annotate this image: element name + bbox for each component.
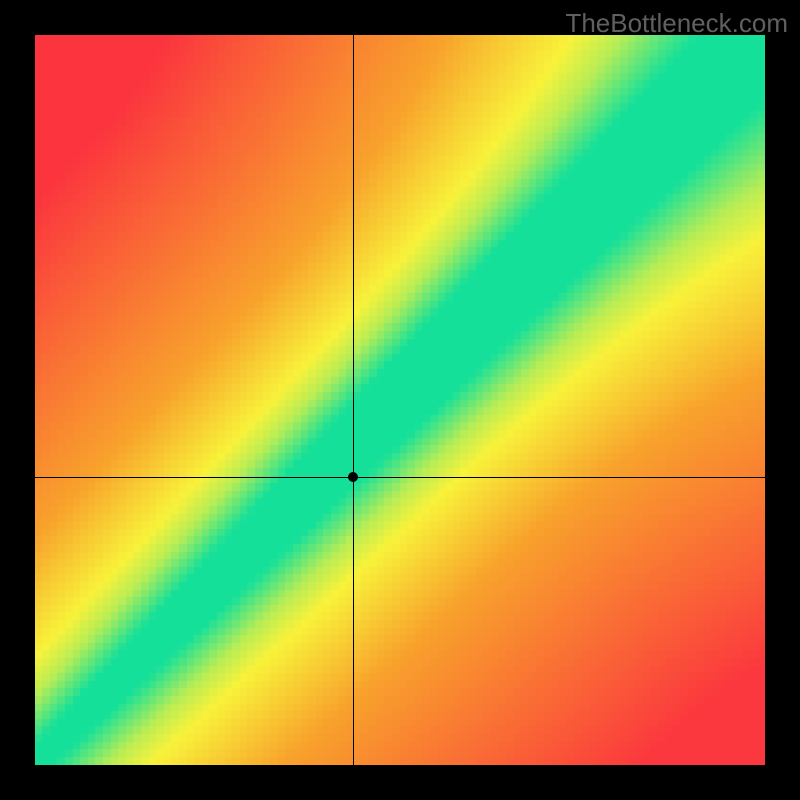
plot-area xyxy=(35,35,765,765)
crosshair-horizontal xyxy=(35,477,765,478)
chart-container: TheBottleneck.com xyxy=(0,0,800,800)
crosshair-marker xyxy=(348,472,358,482)
watermark-text: TheBottleneck.com xyxy=(565,8,788,39)
heatmap-canvas xyxy=(35,35,765,765)
crosshair-vertical xyxy=(353,35,354,765)
